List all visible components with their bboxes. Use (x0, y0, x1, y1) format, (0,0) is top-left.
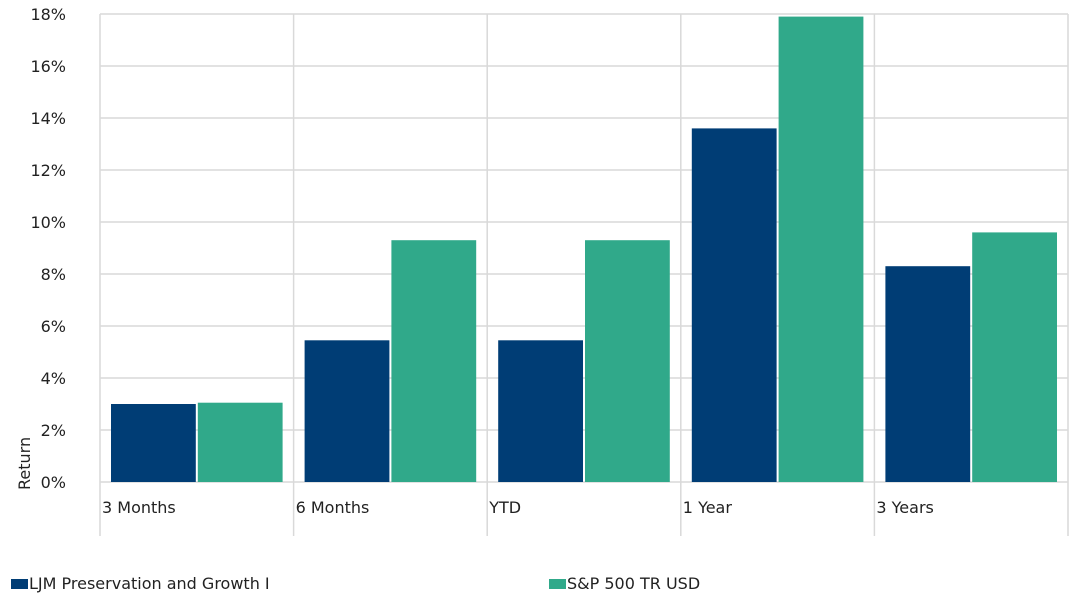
bars (111, 16, 1057, 482)
bar-2-ytd (585, 240, 670, 482)
bar-1-3-months (111, 404, 196, 482)
legend-swatch-series-1 (11, 578, 28, 589)
bar-2-1-year (778, 16, 864, 482)
y-tick-labels: 0% 2% 4% 6% 8% 10% 12% 14% 16% 18% (30, 5, 66, 492)
y-tick-label: 4% (41, 369, 66, 388)
y-tick-label: 8% (41, 265, 66, 284)
y-tick-label: 16% (30, 57, 66, 76)
y-tick-label: 2% (41, 421, 66, 440)
bar-2-3-years (972, 232, 1057, 482)
bar-1-3-years (885, 266, 971, 482)
y-tick-label: 0% (41, 473, 66, 492)
y-axis-label: Return (15, 437, 34, 490)
x-tick-label: 6 Months (296, 498, 370, 517)
x-tick-label: 1 Year (683, 498, 733, 517)
y-tick-label: 10% (30, 213, 66, 232)
x-tick-label: YTD (488, 498, 521, 517)
legend-swatch-series-2 (549, 578, 566, 589)
legend-label-series-2: S&P 500 TR USD (567, 574, 701, 593)
y-tick-label: 6% (41, 317, 66, 336)
x-tick-labels: 3 Months 6 Months YTD 1 Year 3 Years (102, 498, 934, 517)
x-tick-label: 3 Years (876, 498, 933, 517)
x-tick-label: 3 Months (102, 498, 176, 517)
y-tick-label: 18% (30, 5, 66, 24)
bar-1-6-months (304, 340, 390, 482)
legend-item-series-1: LJM Preservation and Growth I (11, 574, 270, 593)
y-tick-label: 12% (30, 161, 66, 180)
y-tick-label: 14% (30, 109, 66, 128)
bar-2-6-months (391, 240, 477, 482)
bar-2-3-months (197, 402, 283, 482)
legend-label-series-1: LJM Preservation and Growth I (29, 574, 270, 593)
legend-item-series-2: S&P 500 TR USD (549, 574, 700, 593)
bar-1-1-year (691, 128, 777, 482)
bar-1-ytd (498, 340, 583, 482)
gridlines (99, 13, 1069, 536)
